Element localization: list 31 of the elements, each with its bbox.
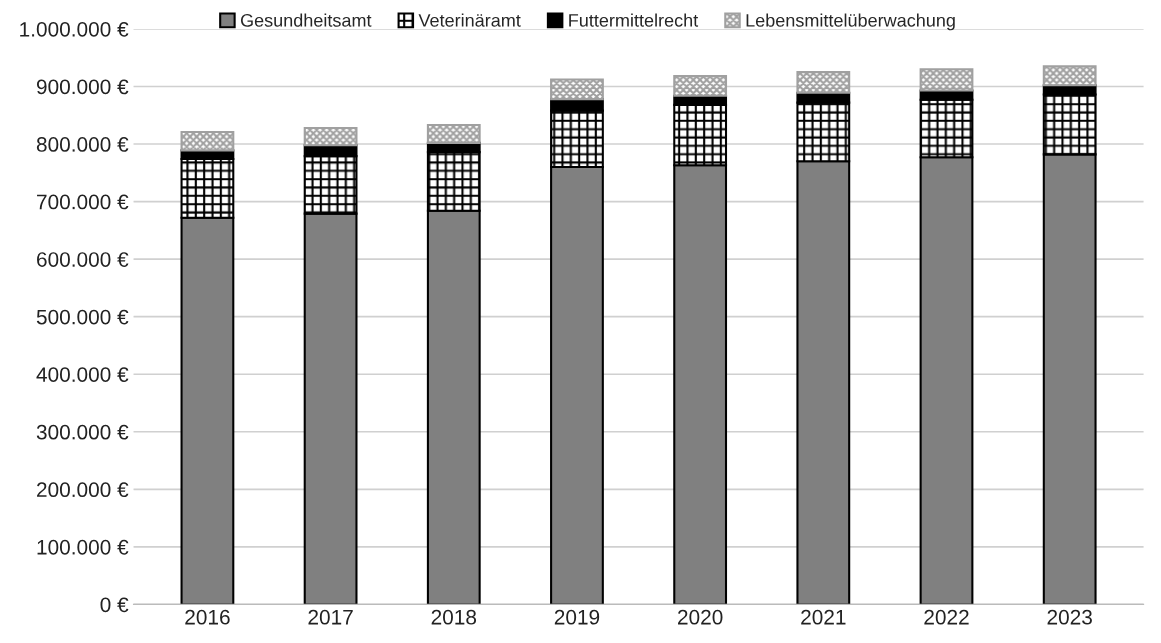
legend-label: Gesundheitsamt <box>240 13 372 27</box>
bar <box>550 78 604 101</box>
bar <box>919 68 974 92</box>
x-tick-label: 2020 <box>678 609 723 625</box>
y-tick-label: 100.000 € <box>37 539 129 555</box>
y-tick-label: 700.000 € <box>37 194 129 210</box>
bar <box>426 124 481 144</box>
y-tick-label: 600.000 € <box>37 252 129 267</box>
x-tick-label: 2016 <box>185 609 230 625</box>
bar <box>303 126 358 147</box>
legend-label: Veterinäramt <box>418 13 521 27</box>
y-tick-label: 300.000 € <box>36 424 129 440</box>
x-tick-label: 2018 <box>431 609 477 625</box>
bar <box>796 71 851 94</box>
y-tick-label: 0 € <box>100 597 129 613</box>
legend-label: Futtermittelrecht <box>569 13 699 27</box>
x-tick-label: 2023 <box>1047 609 1092 625</box>
x-tick-label: 2019 <box>554 609 600 625</box>
y-tick-label: 800.000 € <box>36 137 129 152</box>
bar <box>673 75 728 97</box>
y-tick-label: 400.000 € <box>36 367 129 382</box>
y-tick-label: 900.000 € <box>36 79 129 95</box>
legend-label: Lebensmittelüberwachung <box>746 13 955 31</box>
x-tick-label: 2022 <box>924 609 969 625</box>
y-tick-label: 200.000 € <box>37 482 129 498</box>
y-tick-label: 1.000.000 € <box>20 21 129 37</box>
bar <box>180 130 235 152</box>
x-tick-label: 2017 <box>308 609 353 625</box>
bar <box>1042 65 1097 87</box>
y-tick-label: 500.000 € <box>36 309 129 325</box>
x-tick-label: 2021 <box>801 609 846 625</box>
